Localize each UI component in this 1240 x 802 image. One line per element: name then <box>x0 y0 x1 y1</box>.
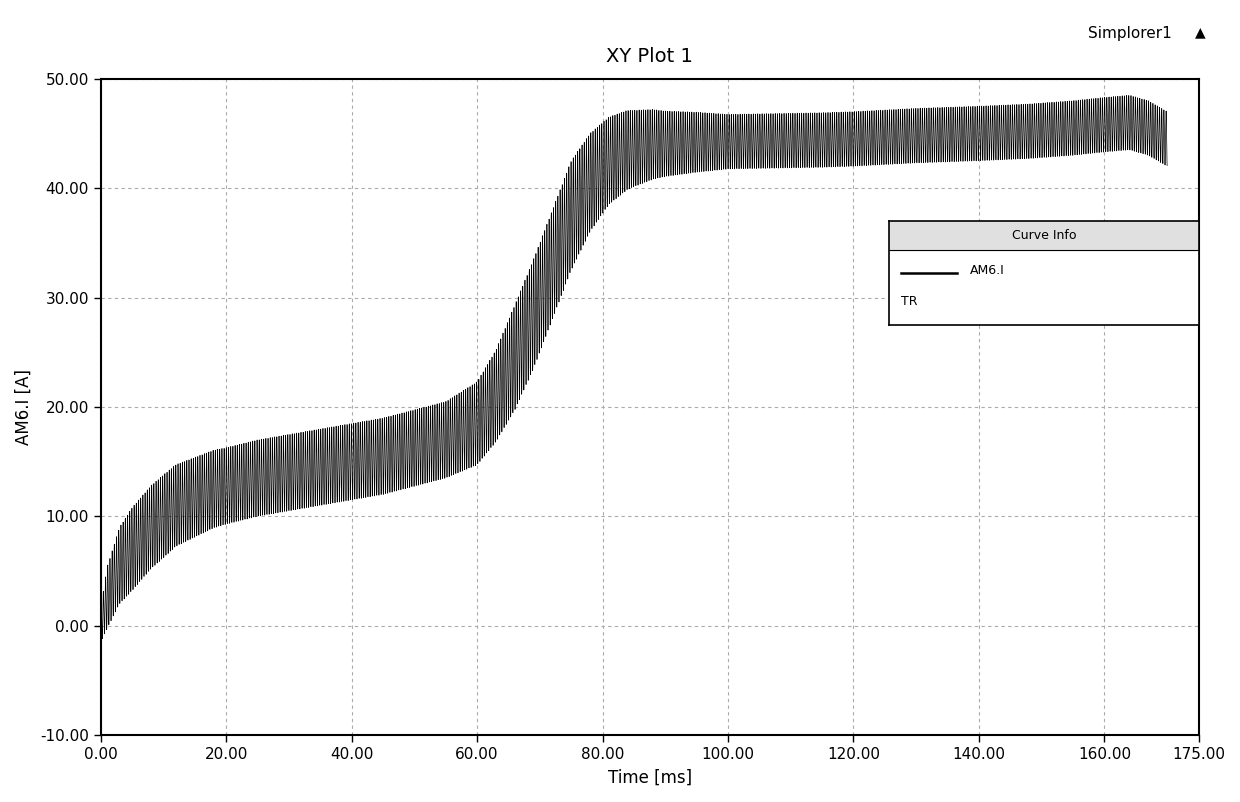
X-axis label: Time [ms]: Time [ms] <box>608 769 692 787</box>
Bar <box>889 221 1199 249</box>
Text: Simplorer1: Simplorer1 <box>1087 26 1172 41</box>
Y-axis label: AM6.I [A]: AM6.I [A] <box>15 369 33 445</box>
Text: AM6.I: AM6.I <box>970 264 1004 277</box>
Text: ▲: ▲ <box>1194 26 1205 39</box>
Text: Curve Info: Curve Info <box>1012 229 1076 241</box>
Title: XY Plot 1: XY Plot 1 <box>606 47 693 66</box>
Text: TR: TR <box>901 295 918 309</box>
